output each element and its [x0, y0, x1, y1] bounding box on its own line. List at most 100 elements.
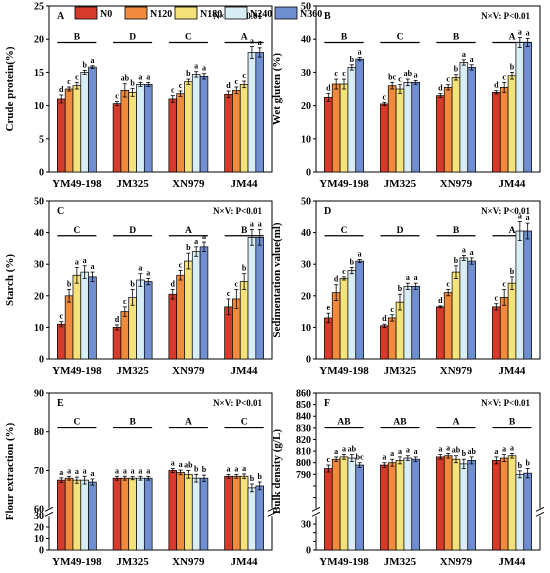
- significance-letter: a: [250, 219, 254, 228]
- bar: [523, 230, 532, 360]
- significance-letter: a: [494, 447, 498, 456]
- bar: [191, 74, 201, 173]
- bar: [355, 464, 364, 551]
- significance-letter: a: [438, 445, 442, 454]
- significance-letter: a: [202, 232, 206, 241]
- y-axis-label: Starch (%): [4, 254, 16, 306]
- significance-letter: a: [502, 445, 506, 454]
- axis-break-mark: [535, 506, 545, 512]
- significance-letter: b: [250, 474, 255, 483]
- significance-letter: a: [83, 256, 87, 265]
- significance-letter: d: [438, 296, 443, 305]
- significance-letter: b: [518, 461, 523, 470]
- group-letter: B: [129, 418, 136, 428]
- bar: [436, 456, 445, 551]
- plot-frame: [315, 200, 541, 360]
- axis-break-mark: [267, 511, 277, 517]
- bar: [339, 456, 349, 551]
- x-tick-label: XN979: [440, 365, 473, 377]
- bar: [136, 84, 145, 173]
- group-letter: B: [453, 226, 460, 236]
- y-tick-label: 0: [39, 546, 44, 557]
- legend-swatch: [124, 6, 148, 20]
- significance-letter: d: [382, 314, 387, 323]
- y-tick-label: 90: [34, 389, 44, 400]
- bar: [411, 458, 420, 551]
- group-letter: B: [453, 33, 460, 43]
- significance-letter: a: [131, 467, 135, 476]
- y-tick-label: 80: [34, 427, 44, 438]
- significance-letter: c: [115, 92, 119, 101]
- y-tick-label: 30: [301, 260, 311, 271]
- y-tick-label: 20: [301, 291, 311, 302]
- bar: [224, 93, 233, 173]
- legend-swatch: [74, 6, 98, 20]
- significance-letter: c: [342, 69, 346, 78]
- bar: [112, 327, 122, 360]
- significance-letter: bc: [388, 72, 396, 81]
- bar: [395, 460, 405, 551]
- y-tick-label: 10: [301, 134, 311, 145]
- axis-break-mark: [44, 506, 54, 512]
- significance-letter: b: [510, 267, 515, 276]
- significance-letter: ab: [404, 69, 413, 78]
- significance-letter: c: [334, 69, 338, 78]
- significance-letter: b: [525, 459, 530, 468]
- axis-break-mark: [267, 506, 277, 512]
- significance-letter: b: [454, 65, 459, 74]
- x-tick-label: JM325: [384, 556, 417, 568]
- bar: [339, 83, 349, 173]
- significance-letter: c: [495, 294, 499, 303]
- x-tick-label: JM44: [499, 556, 526, 568]
- significance-letter: ab: [467, 447, 476, 456]
- significance-letter: a: [146, 72, 150, 81]
- bar: [64, 477, 74, 551]
- x-tick-label: YM49-198: [52, 178, 102, 190]
- y-tick-label: 0: [306, 355, 311, 366]
- axis-break-gap: [45, 508, 53, 517]
- bar: [380, 103, 389, 173]
- y-tick-label: 50: [301, 197, 311, 208]
- group-letter: B: [241, 226, 248, 236]
- bar: [355, 58, 364, 173]
- y-tick-label: 820: [296, 435, 311, 446]
- significance-letter: a: [398, 447, 402, 456]
- bar: [199, 76, 209, 173]
- y-tick-label: 860: [296, 389, 311, 400]
- significance-letter: c: [235, 77, 239, 86]
- significance-letter: d: [115, 315, 120, 324]
- bar: [387, 85, 397, 173]
- bar: [57, 479, 66, 551]
- significance-letter: ab: [184, 460, 193, 469]
- bar: [387, 317, 397, 360]
- bar: [120, 477, 130, 551]
- significance-letter: b: [194, 464, 199, 473]
- bar: [339, 278, 349, 360]
- significance-letter: a: [123, 466, 127, 475]
- bar: [176, 274, 185, 360]
- group-letter: B: [74, 33, 81, 43]
- bar: [136, 477, 145, 551]
- bar: [507, 455, 517, 551]
- bar: [443, 86, 453, 173]
- y-tick-label: 10: [301, 323, 311, 334]
- significance-letter: b: [350, 55, 355, 64]
- significance-letter: b: [510, 62, 515, 71]
- axis-break-mark: [535, 511, 545, 517]
- significance-letter: a: [518, 28, 522, 37]
- bar: [143, 84, 153, 173]
- significance-letter: a: [67, 466, 71, 475]
- panel-b: 0 10 20 30 40 50 Wet gluten (%) B N×V: P<0.01 B YM…: [271, 2, 541, 190]
- axis-break-mark: [44, 511, 54, 517]
- significance-letter: b: [398, 284, 403, 293]
- group-letter: A: [453, 418, 460, 428]
- significance-letter: a: [526, 213, 530, 222]
- significance-letter: a: [414, 447, 418, 456]
- x-tick-label: YM49-198: [319, 556, 369, 568]
- significance-letter: ab: [452, 446, 461, 455]
- significance-letter: c: [502, 72, 506, 81]
- y-tick-label: 40: [301, 228, 311, 239]
- significance-letter: a: [390, 449, 394, 458]
- bar: [443, 292, 453, 360]
